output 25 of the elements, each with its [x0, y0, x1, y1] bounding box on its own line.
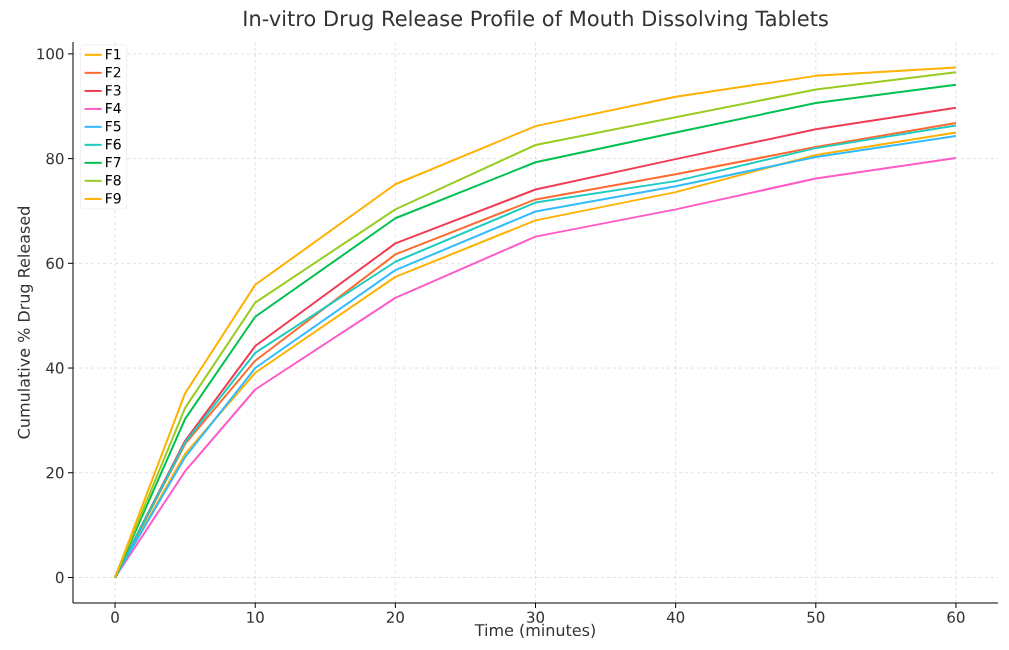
x-axis-title: Time (minutes): [474, 623, 595, 638]
x-tick-label: 0: [111, 611, 119, 623]
legend-label: F5: [106, 120, 121, 132]
y-tick-label: 100: [37, 48, 64, 60]
x-tick-label: 60: [947, 611, 965, 623]
y-tick-label: 20: [46, 467, 64, 479]
x-tick-label: 10: [247, 611, 264, 623]
legend-label: F4: [106, 103, 121, 114]
y-tick-label: 0: [55, 571, 64, 584]
y-tick-label: 60: [46, 257, 64, 269]
legend-label: F8: [106, 174, 121, 186]
legend-label: F1: [106, 49, 121, 60]
chart-title: In-vitro Drug Release Profile of Mouth Dissolving Tablets: [244, 10, 828, 31]
legend-label: F2: [106, 66, 121, 78]
legend-label: F9: [106, 192, 121, 204]
x-tick-label: 50: [807, 611, 825, 623]
x-tick-label: 40: [666, 611, 685, 623]
x-tick-label: 30: [527, 611, 545, 623]
legend-label: F7: [106, 156, 121, 168]
legend-label: F3: [106, 84, 121, 96]
x-tick-label: 20: [386, 611, 404, 623]
y-tick-label: 40: [46, 362, 64, 374]
y-axis-title: Cumulative % Drug Released: [17, 207, 33, 439]
y-tick-label: 80: [46, 152, 64, 165]
legend-label: F6: [106, 138, 121, 150]
